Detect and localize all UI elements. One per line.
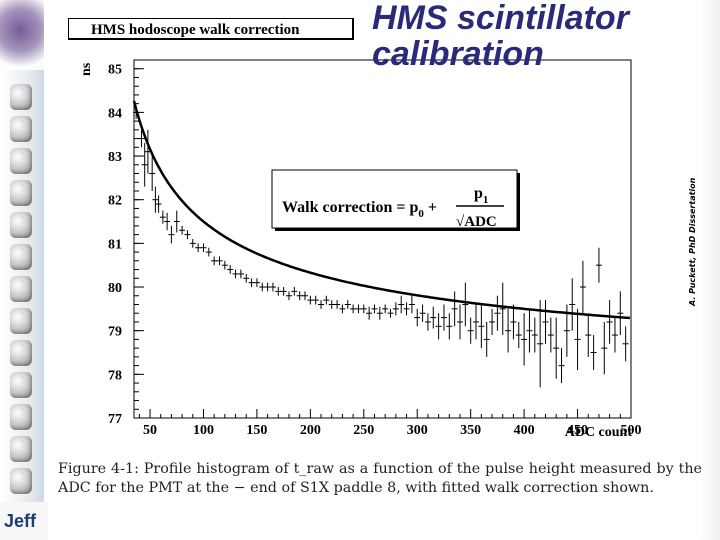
y-tick-label: 81 — [108, 237, 122, 252]
strip-bead — [10, 340, 32, 366]
y-tick-label: 84 — [108, 106, 122, 121]
left-decorative-strip — [0, 0, 44, 540]
fit-curve — [132, 100, 631, 320]
x-tick-label: 200 — [300, 423, 321, 438]
slide-title-line-1: HMS scintillator — [372, 0, 629, 37]
formula-denominator: √ADC — [456, 214, 497, 230]
y-tick-label: 82 — [108, 194, 122, 209]
formula-numerator: p — [474, 185, 483, 202]
y-tick-label: 77 — [108, 412, 122, 427]
x-tick-label: 100 — [193, 423, 214, 438]
strip-bead — [10, 244, 32, 270]
strip-bead — [10, 212, 32, 238]
university-logo — [0, 0, 44, 70]
strip-bead — [10, 436, 32, 462]
jefferson-lab-logo: Jeff — [0, 502, 48, 540]
y-tick-label: 83 — [108, 150, 122, 165]
dissertation-credit: A. Puckett, PhD Dissertation — [688, 177, 697, 306]
x-tick-label: 150 — [246, 423, 267, 438]
x-tick-label: 450 — [567, 423, 588, 438]
slide-title-line-2: calibration — [372, 35, 544, 73]
chart-axes: 50 100 150 200 250 300 350 400 450 500 77 78 79 80 81 8… — [108, 59, 642, 438]
walk-correction-chart: 50 100 150 200 250 300 350 400 450 500 77 78 79 80 81 8… — [79, 59, 642, 440]
x-tick-label: 50 — [143, 423, 157, 438]
svg-text:Walk correction = p0 +: Walk correction = p0 + — [282, 199, 437, 220]
x-tick-label: 250 — [353, 423, 374, 438]
slide-title: HMS scintillator calibration — [372, 0, 629, 72]
chart-title: HMS hodoscope walk correction — [68, 18, 354, 40]
strip-bead — [10, 84, 32, 110]
strip-bead — [10, 116, 32, 142]
y-tick-label: 79 — [108, 325, 122, 340]
right-decorative-strip — [700, 0, 720, 540]
y-tick-label: 80 — [108, 281, 122, 296]
strip-bead — [10, 180, 32, 206]
formula-sub-1: 1 — [483, 194, 489, 206]
y-axis-label: ns — [79, 62, 94, 76]
x-axis-label: ADC count — [565, 425, 633, 440]
fit-formula-box: Walk correction = p0 + p1 √ADC — [271, 169, 520, 231]
strip-bead — [10, 372, 32, 398]
formula-sub-0: 0 — [418, 208, 424, 220]
data-points — [133, 105, 629, 388]
x-tick-label: 400 — [514, 423, 535, 438]
formula-text: Walk correction = p — [282, 199, 418, 216]
x-tick-label: 300 — [407, 423, 428, 438]
strip-bead — [10, 468, 32, 494]
strip-bead — [10, 404, 32, 430]
y-tick-label: 78 — [108, 368, 122, 383]
x-tick-label: 350 — [460, 423, 481, 438]
strip-bead — [10, 276, 32, 302]
x-tick-label: 500 — [621, 423, 642, 438]
strip-bead — [10, 148, 32, 174]
svg-text:p1: p1 — [474, 185, 488, 206]
formula-plus: + — [424, 199, 437, 216]
y-tick-label: 85 — [108, 63, 122, 78]
plot-frame — [133, 59, 632, 419]
strip-bead — [10, 308, 32, 334]
figure-caption: Figure 4-1: Profile histogram of t_raw a… — [58, 461, 702, 496]
